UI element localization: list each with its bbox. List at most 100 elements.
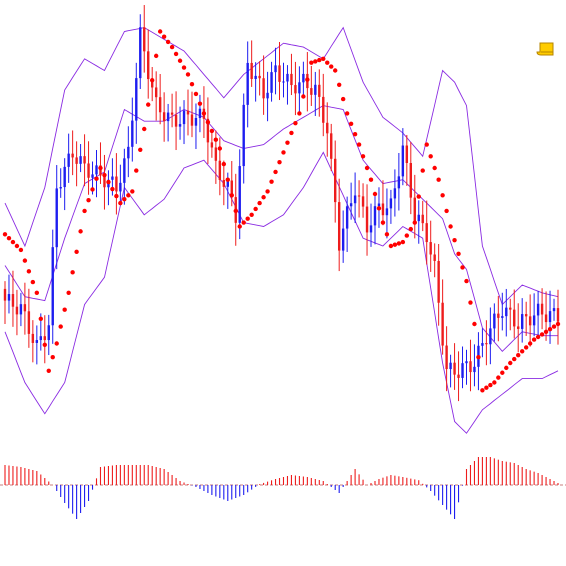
candle-body xyxy=(170,112,174,115)
candle-body xyxy=(63,166,66,188)
candle-body xyxy=(31,333,35,343)
candle-body xyxy=(174,114,178,127)
sar-dot xyxy=(221,161,227,167)
sar-dot xyxy=(368,177,374,182)
candle-body xyxy=(536,303,540,316)
sar-dot xyxy=(527,341,533,346)
candle-body xyxy=(242,104,245,167)
sar-dot xyxy=(265,189,270,194)
sar-dot xyxy=(201,111,207,116)
candle-body xyxy=(286,73,289,82)
sar-dot xyxy=(305,77,310,82)
sar-dot xyxy=(241,220,246,225)
sar-dot xyxy=(456,251,461,256)
candle-body xyxy=(509,307,512,310)
sar-dot xyxy=(50,354,55,360)
candle-body xyxy=(501,316,504,318)
sar-dot xyxy=(46,368,51,373)
sar-dot xyxy=(245,216,250,221)
sar-dot xyxy=(74,249,79,255)
candle-body xyxy=(131,120,134,147)
sar-dot xyxy=(38,316,44,321)
sar-dot xyxy=(388,243,394,249)
candle-body xyxy=(71,153,74,158)
candle-body xyxy=(111,176,114,180)
sar-dot xyxy=(165,39,171,45)
sar-dot xyxy=(106,179,111,185)
sar-dot xyxy=(531,337,537,342)
candle-body xyxy=(473,366,476,373)
sar-dot xyxy=(420,168,425,173)
candle-body xyxy=(154,87,158,98)
band-lower-line xyxy=(4,151,559,434)
sar-dot xyxy=(185,72,191,77)
sar-dot xyxy=(134,168,139,173)
sar-dot xyxy=(150,78,155,83)
sar-dot xyxy=(496,375,501,380)
sar-dot xyxy=(94,176,99,181)
sar-dot xyxy=(508,360,513,366)
candle-body xyxy=(294,85,297,94)
sar-dot xyxy=(161,34,167,39)
sar-dot xyxy=(177,58,183,63)
candle-body xyxy=(489,328,492,345)
sar-dot xyxy=(380,220,386,225)
candle-body xyxy=(437,260,440,303)
candle-body xyxy=(75,157,78,164)
candle-body xyxy=(445,345,448,370)
sar-dot xyxy=(114,193,119,199)
sar-dot xyxy=(444,208,449,214)
sar-dot xyxy=(277,159,282,165)
sar-dot xyxy=(555,321,561,327)
candle-body xyxy=(262,78,265,99)
candle-body xyxy=(461,363,464,378)
candle-body xyxy=(485,343,488,345)
sar-dot xyxy=(492,380,497,385)
candle-body xyxy=(95,165,98,175)
candle-body xyxy=(162,112,166,122)
candle-body xyxy=(3,288,7,301)
sar-dot xyxy=(480,388,485,393)
sar-dot xyxy=(293,120,298,126)
candle-body xyxy=(397,176,401,189)
sar-dot xyxy=(189,81,195,87)
sar-dot xyxy=(157,29,163,34)
candle-body xyxy=(99,165,102,176)
candle-body xyxy=(194,117,198,126)
sar-dot xyxy=(539,332,545,337)
candle-body xyxy=(278,65,281,82)
candle-body xyxy=(250,62,253,79)
sar-dot xyxy=(340,96,346,102)
sar-dot xyxy=(26,269,32,274)
sar-dot xyxy=(261,195,266,200)
candle-body xyxy=(210,142,214,148)
candle-body xyxy=(552,308,556,312)
sar-dot xyxy=(376,206,382,211)
sar-dot xyxy=(392,242,398,247)
sar-dot xyxy=(217,146,223,151)
candle-body xyxy=(413,197,416,222)
sar-dot xyxy=(384,232,390,237)
sar-dot xyxy=(285,140,290,145)
candle-body xyxy=(405,145,409,164)
candle-body xyxy=(540,303,544,315)
sar-dot xyxy=(360,154,366,159)
sar-dot xyxy=(484,385,489,390)
sar-dot xyxy=(34,290,40,295)
candle-body xyxy=(421,214,424,224)
sar-dot xyxy=(535,334,541,340)
candle-body xyxy=(79,156,82,164)
candle-body xyxy=(556,308,560,322)
candle-body xyxy=(401,145,405,177)
candle-body xyxy=(206,118,210,143)
candle-body xyxy=(282,81,285,83)
candle-body xyxy=(345,206,349,229)
sar-dot xyxy=(448,224,453,229)
candle-body xyxy=(290,73,293,86)
candle-body xyxy=(230,180,233,198)
sar-dot xyxy=(14,243,20,249)
sar-dot xyxy=(396,241,402,246)
sar-dot xyxy=(146,102,151,107)
sar-dot xyxy=(516,353,521,358)
sar-dot xyxy=(209,128,215,134)
